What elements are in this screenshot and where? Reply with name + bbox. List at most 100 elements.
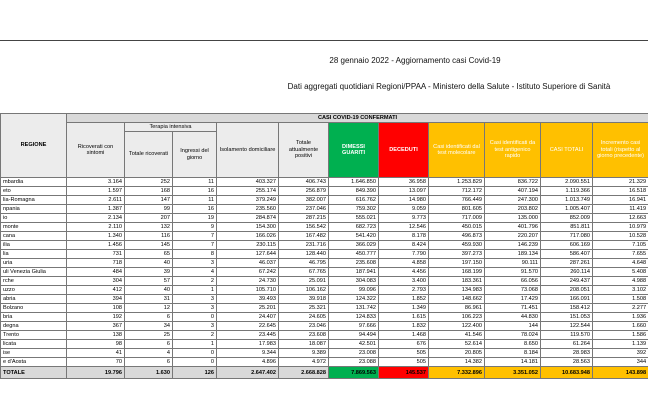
- table-cell: 12.546: [378, 222, 429, 232]
- table-cell: 3: [172, 303, 217, 313]
- table-cell: 304.083: [328, 276, 379, 286]
- table-cell: 541.420: [328, 231, 379, 241]
- table-cell: 3.164: [66, 177, 125, 187]
- header-cell: Ingressi del giorno: [172, 131, 217, 178]
- table-cell: 836.722: [484, 177, 541, 187]
- table-cell: 606.169: [540, 240, 593, 250]
- table-cell: 1.340: [66, 231, 125, 241]
- table-cell: 124.322: [328, 294, 379, 304]
- table-cell: 9: [172, 222, 217, 232]
- table-row: ilia 1.456 145 7 230.115 231.716 366.029 8.424 4…: [0, 240, 648, 250]
- table-cell: 151.053: [540, 312, 593, 322]
- table-row: eto 1.597 168 16 255.174 256.879 849.390 13.097…: [0, 186, 648, 196]
- table-cell: 20.805: [428, 348, 485, 358]
- table-cell: 2.277: [591, 303, 648, 313]
- table-cell: 40: [124, 258, 173, 268]
- table-cell: 134.983: [428, 285, 485, 295]
- total-cell: 10.683.948: [540, 366, 593, 379]
- table-cell: 122.544: [540, 321, 593, 331]
- table-cell: 52.614: [428, 339, 485, 349]
- table-cell: 1.597: [66, 186, 125, 196]
- total-cell: 1.630: [124, 366, 173, 379]
- table-cell: 61.264: [540, 339, 593, 349]
- table-row: abria 394 31 3 39.493 39.918 124.322 1.852 148.6…: [0, 294, 648, 304]
- total-cell: 126: [172, 366, 217, 379]
- table-cell: 676: [378, 339, 429, 349]
- total-cell: 19.796: [66, 366, 125, 379]
- table-cell: 801.605: [428, 204, 485, 214]
- table-cell: 1.832: [378, 321, 429, 331]
- table-cell: 67.765: [278, 267, 329, 277]
- table-cell: 28.983: [540, 348, 593, 358]
- table-cell: uria: [0, 258, 67, 268]
- table-cell: 379.249: [216, 195, 279, 205]
- table-cell: 119.570: [540, 330, 593, 340]
- table-cell: 97.666: [328, 321, 379, 331]
- table-cell: 1.615: [378, 312, 429, 322]
- table-cell: 2.110: [66, 222, 125, 232]
- table-cell: 849.390: [328, 186, 379, 196]
- header-row: REGIONE CASI COVID-19 CONFERMATI: [0, 113, 648, 178]
- table-cell: 287.261: [540, 258, 593, 268]
- table-cell: 25: [124, 330, 173, 340]
- subgroup-header: Terapia intensiva: [124, 122, 217, 132]
- table-cell: 412: [66, 285, 125, 295]
- table-cell: degna: [0, 321, 67, 331]
- total-cell: TOTALE: [0, 366, 67, 379]
- table-cell: 39.918: [278, 294, 329, 304]
- table-cell: 231.716: [278, 240, 329, 250]
- table-cell: ilia: [0, 240, 67, 250]
- total-cell: 7.869.563: [328, 366, 379, 379]
- table-cell: 9.344: [216, 348, 279, 358]
- table-cell: 1.119.366: [540, 186, 593, 196]
- table-cell: 366.029: [328, 240, 379, 250]
- table-cell: 717.009: [428, 213, 485, 223]
- table-cell: 256.879: [278, 186, 329, 196]
- table-cell: 106.162: [278, 285, 329, 295]
- table-cell: 759.302: [328, 204, 379, 214]
- table-cell: 70: [66, 357, 125, 367]
- table-cell: 7.105: [591, 240, 648, 250]
- table-cell: 7.655: [591, 249, 648, 259]
- table-cell: 4.858: [378, 258, 429, 268]
- table-cell: 717.080: [540, 231, 593, 241]
- table-row: cana 1.340 116 7 166.026 167.482 541.420 8.178 4…: [0, 231, 648, 241]
- table-row: npania 1.387 99 16 235.560 237.046 759.302 9.05…: [0, 204, 648, 214]
- table-row: Trento 138 25 2 23.445 23.608 94.494 1.468 41.54…: [0, 330, 648, 340]
- table-cell: 397.273: [428, 249, 485, 259]
- table-cell: 731: [66, 249, 125, 259]
- table-cell: 124.833: [328, 312, 379, 322]
- table-cell: 28.563: [540, 357, 593, 367]
- table-cell: bria: [0, 312, 67, 322]
- table-cell: 168.199: [428, 267, 485, 277]
- table-cell: 8.650: [484, 339, 541, 349]
- table-cell: 10.528: [591, 231, 648, 241]
- table-cell: 132: [124, 222, 173, 232]
- table-cell: 145: [124, 240, 173, 250]
- table-cell: 1.005.407: [540, 204, 593, 214]
- table-row: bria 192 6 0 24.407 24.605 124.833 1.615 106.223…: [0, 312, 648, 322]
- table-cell: 154.300: [216, 222, 279, 232]
- table-cell: 24.605: [278, 312, 329, 322]
- table-cell: 11: [172, 177, 217, 187]
- table-cell: 166.091: [540, 294, 593, 304]
- header-cell: DIMESSI GUARITI: [328, 122, 379, 178]
- table-cell: uzzo: [0, 285, 67, 295]
- header-row: Ricoverati con sintomi Terapia intensiva I…: [1, 122, 648, 178]
- total-cell: 143.898: [591, 366, 648, 379]
- table-cell: 192: [66, 312, 125, 322]
- table-cell: 586.407: [540, 249, 593, 259]
- table-cell: 91.570: [484, 267, 541, 277]
- table-cell: 167.482: [278, 231, 329, 241]
- table-cell: Trento: [0, 330, 67, 340]
- table-cell: 407.194: [484, 186, 541, 196]
- table-cell: 23.608: [278, 330, 329, 340]
- table-cell: 11: [172, 195, 217, 205]
- table-cell: 235.560: [216, 204, 279, 214]
- table-cell: 1.852: [378, 294, 429, 304]
- table-row: licata 98 6 1 17.983 18.087 42.501 676 52.614 8.6…: [0, 339, 648, 349]
- table-cell: 1: [172, 285, 217, 295]
- table-cell: 3: [172, 321, 217, 331]
- table-cell: 39.493: [216, 294, 279, 304]
- table-cell: 0: [172, 357, 217, 367]
